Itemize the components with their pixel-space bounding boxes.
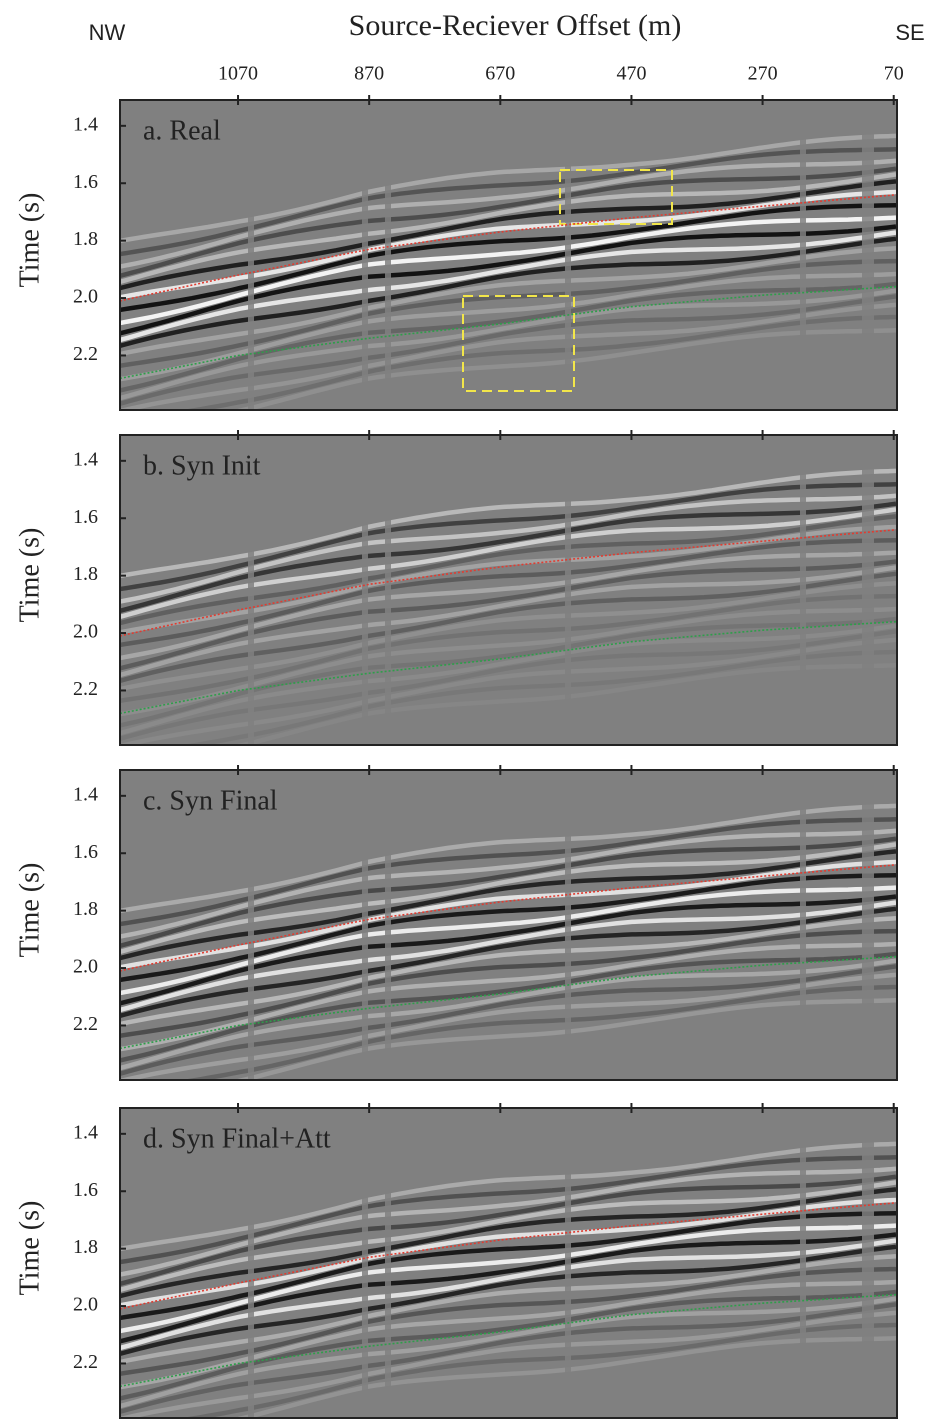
highlight-box	[462, 295, 575, 392]
x-tick-label: 70	[884, 63, 904, 85]
y-tick-label: 2.0	[73, 1294, 98, 1316]
horizon-line	[119, 528, 898, 637]
horizon-line	[119, 285, 898, 380]
y-tick-label: 1.8	[73, 1236, 98, 1258]
trace-gap	[800, 435, 806, 745]
trace-gap	[565, 100, 571, 410]
y-tick-label: 1.6	[73, 506, 98, 528]
trace-gap	[565, 770, 571, 1080]
y-tick-label: 1.4	[73, 783, 98, 805]
horizon-line	[119, 863, 898, 972]
x-tick-label: 270	[748, 63, 778, 85]
y-tick-label: 2.2	[73, 678, 98, 700]
trace-gap	[385, 1108, 391, 1418]
trace-gap	[248, 435, 254, 745]
trace-gap	[362, 770, 368, 1080]
trace-gap	[385, 100, 391, 410]
x-tick-label: 1070	[218, 63, 258, 85]
y-tick-label: 1.4	[73, 113, 98, 135]
y-tick-label: 1.4	[73, 448, 98, 470]
y-axis-title: Time (s)	[14, 528, 45, 623]
trace-gap	[862, 770, 874, 1080]
panel-frame	[119, 434, 898, 746]
panel-frame	[119, 99, 898, 411]
y-tick-label: 2.2	[73, 1013, 98, 1035]
panel-label: a. Real	[143, 115, 221, 146]
horizon-line	[119, 193, 898, 302]
seismic-image	[120, 770, 897, 1080]
trace-gap	[385, 435, 391, 745]
se-label: SE	[895, 20, 924, 45]
y-tick-label: 1.8	[73, 228, 98, 250]
y-tick-label: 1.8	[73, 898, 98, 920]
trace-gap	[248, 100, 254, 410]
x-tick-label: 670	[485, 63, 515, 85]
horizon-line	[119, 1201, 898, 1310]
trace-gap	[862, 1108, 874, 1418]
trace-gap	[862, 100, 874, 410]
y-axis-title: Time (s)	[14, 193, 45, 288]
panel-label: d. Syn Final+Att	[143, 1123, 331, 1154]
y-tick-label: 2.0	[73, 621, 98, 643]
y-tick-label: 1.6	[73, 171, 98, 193]
trace-gap	[565, 1108, 571, 1418]
trace-gap	[248, 770, 254, 1080]
x-tick-label: 470	[616, 63, 646, 85]
nw-label: NW	[89, 20, 126, 45]
horizon-line	[119, 620, 898, 715]
seismic-image	[120, 435, 897, 745]
y-tick-label: 1.6	[73, 1179, 98, 1201]
y-axis-title: Time (s)	[14, 863, 45, 958]
trace-gap	[362, 435, 368, 745]
trace-gap	[362, 1108, 368, 1418]
horizon-line	[119, 955, 898, 1050]
y-tick-label: 2.0	[73, 286, 98, 308]
x-tick-label: 870	[354, 63, 384, 85]
y-tick-label: 1.4	[73, 1121, 98, 1143]
trace-gap	[565, 435, 571, 745]
highlight-box	[559, 169, 673, 225]
horizon-line	[119, 1293, 898, 1388]
y-tick-label: 2.2	[73, 343, 98, 365]
trace-gap	[862, 435, 874, 745]
panel-label: c. Syn Final	[143, 785, 278, 816]
panel-frame	[119, 1107, 898, 1419]
panel-label: b. Syn Init	[143, 450, 261, 481]
y-tick-label: 1.8	[73, 563, 98, 585]
y-tick-label: 2.2	[73, 1351, 98, 1373]
seismic-image	[120, 100, 897, 410]
x-axis-title: Source-Reciever Offset (m)	[349, 9, 682, 42]
trace-gap	[385, 770, 391, 1080]
y-tick-label: 1.6	[73, 841, 98, 863]
y-axis-title: Time (s)	[14, 1201, 45, 1296]
seismic-image	[120, 1108, 897, 1418]
trace-gap	[800, 1108, 806, 1418]
trace-gap	[800, 770, 806, 1080]
panel-frame	[119, 769, 898, 1081]
trace-gap	[362, 100, 368, 410]
trace-gap	[800, 100, 806, 410]
trace-gap	[248, 1108, 254, 1418]
y-tick-label: 2.0	[73, 956, 98, 978]
